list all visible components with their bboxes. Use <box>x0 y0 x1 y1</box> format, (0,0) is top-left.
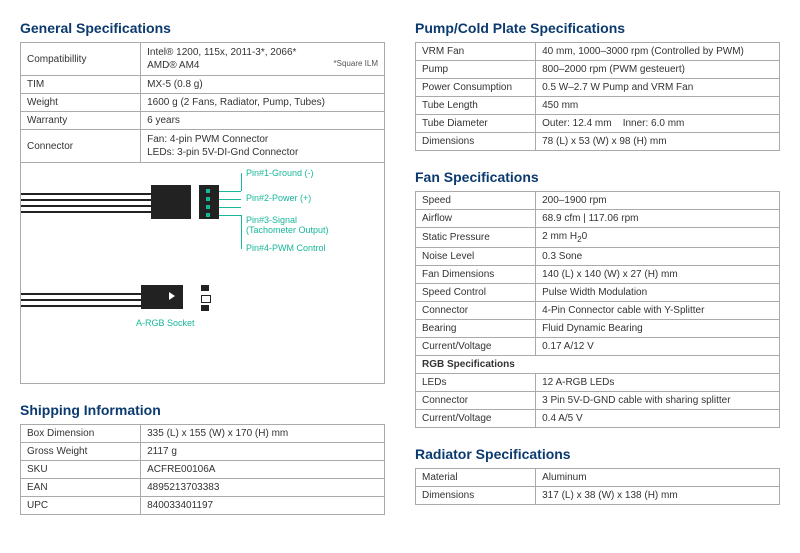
table-row: CompatibillityIntel® 1200, 115x, 2011-3*… <box>21 43 385 76</box>
table-row: Speed200–1900 rpm <box>416 192 780 210</box>
table-row: Connector4-Pin Connector cable with Y-Sp… <box>416 302 780 320</box>
table-row: Box Dimension335 (L) x 155 (W) x 170 (H)… <box>21 425 385 443</box>
argb-label: A-RGB Socket <box>136 318 195 328</box>
table-row: Connector3 Pin 5V-D-GND cable with shari… <box>416 392 780 410</box>
table-row: VRM Fan40 mm, 1000–3000 rpm (Controlled … <box>416 43 780 61</box>
table-row: Tube Length450 mm <box>416 97 780 115</box>
table-row: Pump800–2000 rpm (PWM gesteuert) <box>416 61 780 79</box>
radiator-title: Radiator Specifications <box>415 446 780 462</box>
table-row: Gross Weight2117 g <box>21 443 385 461</box>
table-row: Static Pressure2 mm H20 <box>416 228 780 248</box>
pump-table: VRM Fan40 mm, 1000–3000 rpm (Controlled … <box>415 42 780 151</box>
table-row: Dimensions78 (L) x 53 (W) x 98 (H) mm <box>416 133 780 151</box>
table-row: Speed ControlPulse Width Modulation <box>416 284 780 302</box>
table-row: ConnectorFan: 4-pin PWM ConnectorLEDs: 3… <box>21 130 385 163</box>
shipping-title: Shipping Information <box>20 402 385 418</box>
table-row: Airflow68.9 cfm | 117.06 rpm <box>416 210 780 228</box>
table-row: Warranty6 years <box>21 112 385 130</box>
table-row: BearingFluid Dynamic Bearing <box>416 320 780 338</box>
connector-diagram: Pin#1-Ground (-) Pin#2-Power (+) Pin#3-S… <box>20 163 385 384</box>
table-row: Dimensions317 (L) x 38 (W) x 138 (H) mm <box>416 487 780 505</box>
fan-title: Fan Specifications <box>415 169 780 185</box>
pin3-label: Pin#3-Signal(Tachometer Output) <box>246 215 329 235</box>
table-row: UPC840033401197 <box>21 497 385 515</box>
table-row: Tube DiameterOuter: 12.4 mm Inner: 6.0 m… <box>416 115 780 133</box>
shipping-table: Box Dimension335 (L) x 155 (W) x 170 (H)… <box>20 424 385 515</box>
pin1-label: Pin#1-Ground (-) <box>246 168 314 178</box>
table-row: SKUACFRE00106A <box>21 461 385 479</box>
table-row: EAN4895213703383 <box>21 479 385 497</box>
pin2-label: Pin#2-Power (+) <box>246 193 311 203</box>
pump-title: Pump/Cold Plate Specifications <box>415 20 780 36</box>
table-row: TIMMX-5 (0.8 g) <box>21 76 385 94</box>
pin4-label: Pin#4-PWM Control <box>246 243 326 253</box>
table-row: Weight1600 g (2 Fans, Radiator, Pump, Tu… <box>21 94 385 112</box>
radiator-table: MaterialAluminumDimensions317 (L) x 38 (… <box>415 468 780 505</box>
table-row: Current/Voltage0.4 A/5 V <box>416 410 780 428</box>
table-row: RGB Specifications <box>416 356 780 374</box>
general-title: General Specifications <box>20 20 385 36</box>
table-row: MaterialAluminum <box>416 469 780 487</box>
general-table: CompatibillityIntel® 1200, 115x, 2011-3*… <box>20 42 385 163</box>
table-row: LEDs12 A-RGB LEDs <box>416 374 780 392</box>
fan-table: Speed200–1900 rpmAirflow68.9 cfm | 117.0… <box>415 191 780 428</box>
table-row: Noise Level0.3 Sone <box>416 248 780 266</box>
table-row: Power Consumption0.5 W–2.7 W Pump and VR… <box>416 79 780 97</box>
table-row: Current/Voltage0.17 A/12 V <box>416 338 780 356</box>
table-row: Fan Dimensions140 (L) x 140 (W) x 27 (H)… <box>416 266 780 284</box>
